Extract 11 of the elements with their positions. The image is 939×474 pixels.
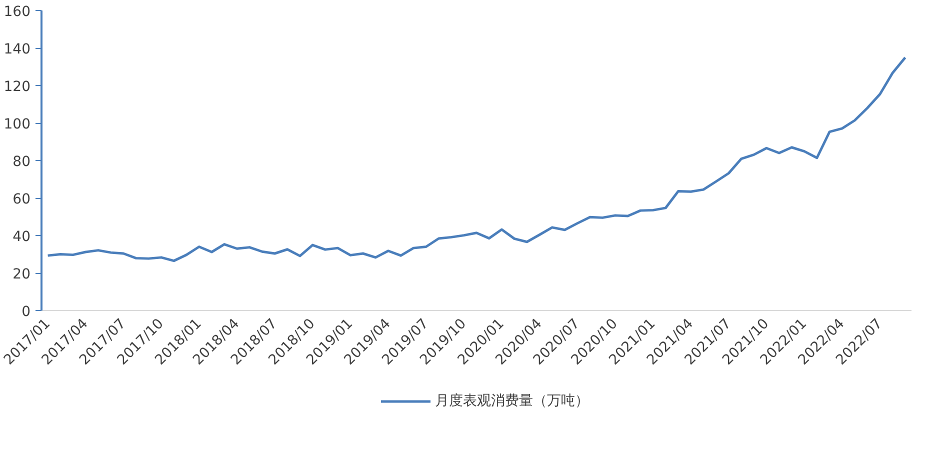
y-tick-label: 20 — [12, 266, 31, 282]
y-tick-label: 140 — [4, 42, 31, 58]
line-series — [46, 56, 906, 262]
y-tick-label: 0 — [22, 304, 31, 320]
y-tick-label: 160 — [4, 4, 31, 20]
y-tick-label: 120 — [4, 79, 31, 95]
legend-label: 月度表观消费量（万吨） — [435, 392, 589, 410]
y-tick-label: 40 — [12, 229, 31, 245]
y-tick-label: 60 — [12, 192, 31, 208]
y-tick-label: 100 — [4, 116, 31, 132]
y-tick-label: 80 — [12, 154, 31, 170]
